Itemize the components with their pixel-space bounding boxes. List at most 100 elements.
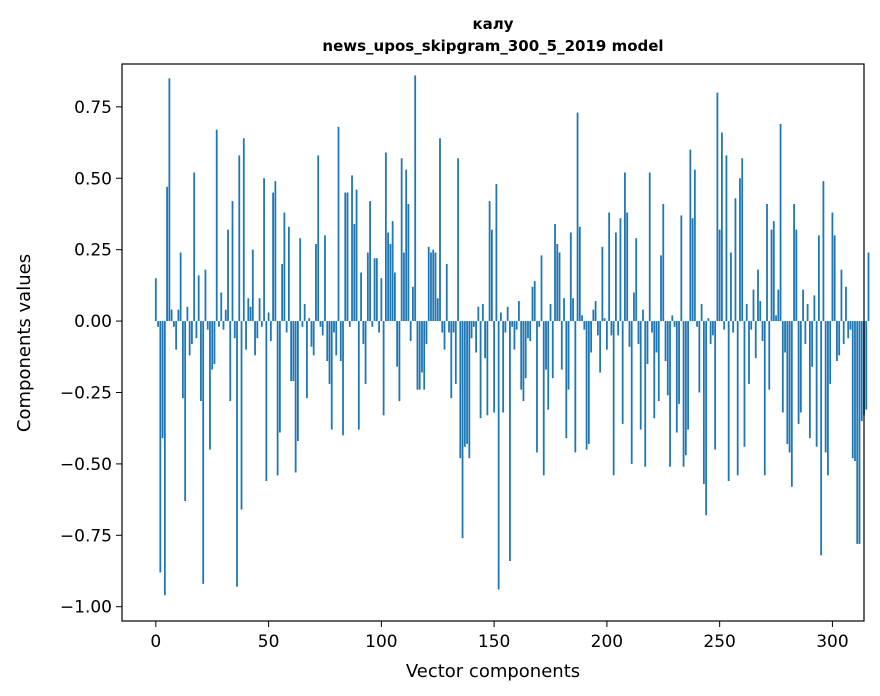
x-tick-label: 100 xyxy=(365,632,397,652)
bar-258 xyxy=(736,321,739,476)
bar-268 xyxy=(759,301,762,322)
bar-194 xyxy=(592,309,595,322)
y-tick-label: 0.50 xyxy=(74,169,112,189)
bar-307 xyxy=(847,321,850,339)
bar-304 xyxy=(840,269,843,322)
bar-16 xyxy=(191,321,193,344)
bar-108 xyxy=(398,321,401,402)
bar-144 xyxy=(479,321,482,419)
bar-277 xyxy=(779,123,782,322)
y-tick-label: 0.25 xyxy=(74,241,112,261)
bar-10 xyxy=(177,309,180,322)
bar-285 xyxy=(797,321,800,424)
bar-126 xyxy=(439,138,441,322)
bar-214 xyxy=(637,321,640,344)
bar-168 xyxy=(533,281,536,322)
bar-185 xyxy=(572,298,574,322)
bar-59 xyxy=(287,226,290,322)
bar-197 xyxy=(599,321,602,373)
bar-282 xyxy=(790,321,793,487)
bar-89 xyxy=(355,189,358,322)
bar-212 xyxy=(633,292,635,322)
bar-208 xyxy=(624,172,626,322)
bar-104 xyxy=(389,243,392,322)
bar-271 xyxy=(766,203,768,322)
bar-67 xyxy=(306,321,308,399)
bar-3 xyxy=(161,321,164,439)
bar-266 xyxy=(754,321,757,359)
x-tick-label: 250 xyxy=(703,632,735,652)
bar-12 xyxy=(181,321,184,399)
bar-299 xyxy=(829,321,832,384)
bar-79 xyxy=(333,321,335,333)
bar-40 xyxy=(245,321,247,350)
bar-22 xyxy=(204,269,207,322)
bar-141 xyxy=(472,321,475,327)
bar-183 xyxy=(567,321,570,390)
bar-315 xyxy=(865,321,868,410)
bar-6 xyxy=(168,78,171,322)
bar-227 xyxy=(666,321,669,396)
bar-136 xyxy=(461,321,464,539)
bar-45 xyxy=(256,321,259,339)
x-axis-label: Vector components xyxy=(406,661,580,682)
bar-296 xyxy=(822,181,825,322)
bar-96 xyxy=(371,321,374,327)
bar-235 xyxy=(684,321,687,456)
bar-313 xyxy=(860,321,863,422)
bar-37 xyxy=(238,155,241,322)
bar-171 xyxy=(540,255,543,322)
bar-100 xyxy=(380,278,383,322)
bar-153 xyxy=(499,312,502,322)
bar-30 xyxy=(222,321,225,330)
bar-113 xyxy=(409,321,412,342)
bar-92 xyxy=(362,321,365,344)
bar-7 xyxy=(170,309,173,322)
bar-83 xyxy=(342,321,344,436)
bar-303 xyxy=(838,321,841,356)
bar-48 xyxy=(263,178,265,322)
bar-17 xyxy=(193,172,196,322)
bar-29 xyxy=(220,292,223,322)
chart-title: калу xyxy=(472,15,513,33)
bar-109 xyxy=(400,158,403,322)
bar-138 xyxy=(466,321,468,444)
bar-201 xyxy=(608,212,611,322)
x-tick-label: 150 xyxy=(478,632,510,652)
bar-119 xyxy=(423,321,426,390)
bar-57 xyxy=(283,212,286,322)
bar-24 xyxy=(209,321,211,450)
bar-33 xyxy=(229,321,232,402)
bar-13 xyxy=(184,321,187,502)
bar-279 xyxy=(784,321,786,353)
bar-60 xyxy=(290,321,293,382)
bar-150 xyxy=(493,321,496,413)
bar-205 xyxy=(617,321,620,336)
bar-146 xyxy=(484,321,486,359)
bar-202 xyxy=(610,321,613,336)
axes-frame xyxy=(121,63,865,622)
bar-63 xyxy=(297,321,299,442)
bar-128 xyxy=(443,321,446,350)
bar-292 xyxy=(813,295,816,322)
bar-243 xyxy=(702,321,705,484)
bar-82 xyxy=(339,321,342,362)
bar-41 xyxy=(247,298,250,322)
bar-206 xyxy=(619,218,622,322)
bar-42 xyxy=(249,306,252,322)
bar-72 xyxy=(317,155,320,322)
bar-228 xyxy=(669,321,671,467)
bar-306 xyxy=(845,286,847,322)
bar-186 xyxy=(574,321,577,453)
bar-95 xyxy=(369,201,371,322)
bar-132 xyxy=(452,321,455,333)
bar-295 xyxy=(820,321,823,556)
bar-49 xyxy=(265,321,268,482)
bar-225 xyxy=(662,203,665,322)
bar-102 xyxy=(384,152,387,322)
bar-157 xyxy=(509,321,511,562)
bar-255 xyxy=(730,252,732,322)
bar-5 xyxy=(166,186,168,322)
bar-275 xyxy=(775,315,777,322)
bar-81 xyxy=(337,126,340,322)
